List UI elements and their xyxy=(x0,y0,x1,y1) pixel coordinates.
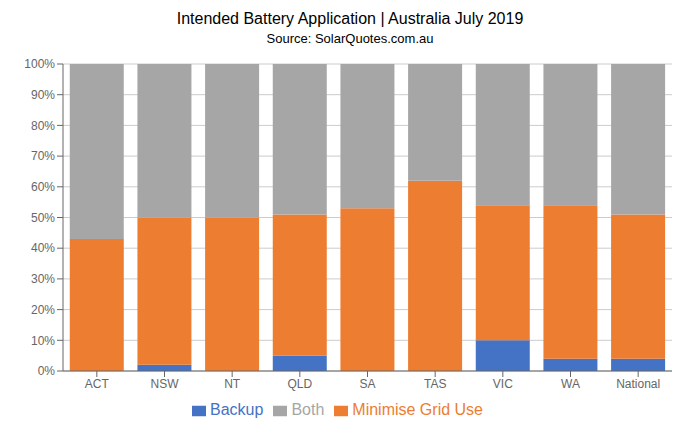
svg-text:80%: 80% xyxy=(31,119,55,133)
svg-text:100%: 100% xyxy=(24,57,55,71)
svg-text:VIC: VIC xyxy=(493,377,513,391)
svg-text:60%: 60% xyxy=(31,180,55,194)
html-text:Both: Both xyxy=(291,401,325,418)
html-text:Minimise Grid Use: Minimise Grid Use xyxy=(352,401,483,418)
svg-text:70%: 70% xyxy=(31,149,55,163)
svg-text:TAS: TAS xyxy=(424,377,446,391)
svg-text:0%: 0% xyxy=(38,364,56,378)
svg-text:50%: 50% xyxy=(31,211,55,225)
svg-text:NT: NT xyxy=(224,377,241,391)
svg-text:SA: SA xyxy=(359,377,375,391)
svg-text:NSW: NSW xyxy=(151,377,180,391)
svg-text:WA: WA xyxy=(561,377,580,391)
svg-text:20%: 20% xyxy=(31,303,55,317)
svg-text:10%: 10% xyxy=(31,334,55,348)
svg-text:90%: 90% xyxy=(31,88,55,102)
svg-text:QLD: QLD xyxy=(287,377,312,391)
svg-text:ACT: ACT xyxy=(85,377,110,391)
html-text:Source: SolarQuotes.com.au: Source: SolarQuotes.com.au xyxy=(266,31,434,46)
html-text:Intended Battery Application |: Intended Battery Application | Australia… xyxy=(176,10,524,27)
svg-text:National: National xyxy=(616,377,660,391)
svg-text:40%: 40% xyxy=(31,241,55,255)
html-text:Backup: Backup xyxy=(210,401,264,418)
svg-text:30%: 30% xyxy=(31,272,55,286)
